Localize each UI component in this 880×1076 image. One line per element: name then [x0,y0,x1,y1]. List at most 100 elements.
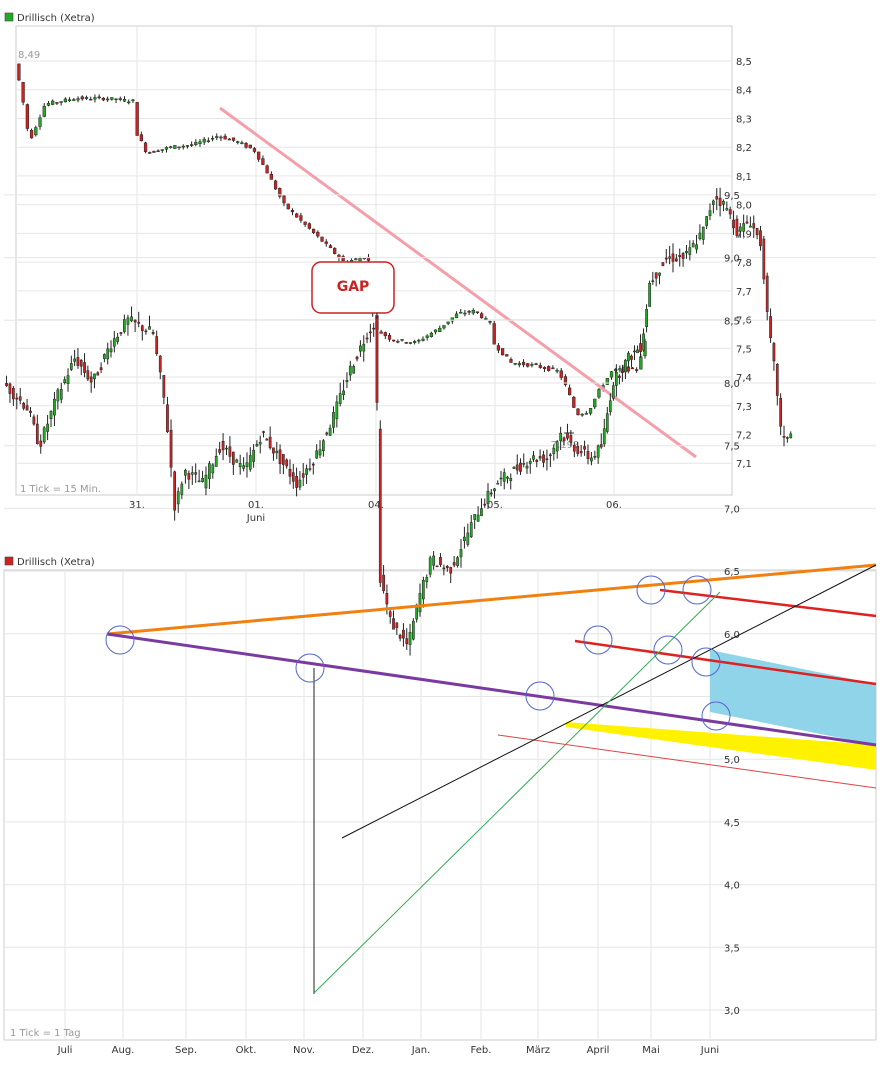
candle-top-body [605,378,609,385]
candle-top-body [484,318,488,320]
legend-swatch-top [4,12,14,22]
highlight-circle [701,701,731,731]
candle-bottom-body [445,566,449,569]
candle-top-body [67,99,72,101]
candle-bottom-body [116,336,119,342]
candle-bottom-body [538,456,542,459]
candle-top-body [89,98,93,101]
candle-bottom-body [569,435,573,443]
candle-bottom-body [235,459,239,463]
candle-bottom-body [231,451,235,465]
candle-bottom-body [722,200,725,205]
x-tick-sublabel-top: Juni [246,513,265,524]
candle-top-body [530,364,534,366]
tick-note-top: 1 Tick = 15 Min. [20,484,101,495]
candle-bottom-body [144,330,148,333]
candle-bottom-body [596,445,600,458]
candle-bottom-body [184,470,187,476]
candle-top-body [408,342,413,344]
candle-bottom-body [572,445,576,452]
candle-top-body [164,147,169,150]
candle-top-body [252,148,257,152]
candle-bottom-body [630,355,633,360]
candle-bottom-body [291,472,295,482]
candle-bottom-body [272,447,275,454]
candle-bottom-body [63,379,67,384]
candle-bottom-body [452,562,456,566]
candle-bottom-body [555,441,559,452]
candle-bottom-body [315,450,319,459]
candle-bottom-body [762,238,766,280]
candle-bottom-body [515,464,519,471]
candle-bottom-body [342,390,345,395]
candle-bottom-body [335,401,339,420]
x-tick-label-bottom: Juli [57,1045,73,1056]
candle-top-body [244,142,248,148]
candle-top-body [231,137,236,141]
candle-bottom-body [148,326,151,330]
candle-top-body [219,136,223,139]
candle-bottom-body [338,393,342,404]
candle-bottom-body [79,359,83,367]
candle-bottom-body [645,309,648,327]
candle-bottom-body [489,492,493,495]
y-tick-label-bottom: 6,5 [724,567,740,578]
plot-area-bottom [3,569,877,1041]
candle-bottom-body [549,454,552,457]
candle-bottom-body [435,565,439,568]
candle-bottom-body [221,441,225,451]
candle-bottom-body [322,440,325,451]
candle-top-body [38,117,42,127]
chart-title-bottom: Drillisch (Xetra) [17,557,95,568]
candle-top-body [446,321,450,324]
candle-top-body [169,146,173,148]
y-tick-label-top: 7,3 [736,402,752,413]
candle-bottom-body [496,482,500,485]
candle-top-body [400,339,404,341]
x-tick-label-bottom: März [526,1045,550,1056]
candle-top-body [311,228,316,233]
candle-bottom-body [325,432,329,435]
candle-bottom-body [789,433,793,439]
candle-bottom-body [8,383,12,394]
candle-bottom-body [328,427,332,436]
y-tick-label-top: 7,8 [736,258,752,269]
candle-bottom-body [715,196,719,200]
y-tick-label-bottom: 7,5 [724,442,740,453]
candle-bottom-body [158,355,162,373]
candle-bottom-body [675,258,678,262]
candle-bottom-body [99,367,103,371]
candle-top-body [467,311,471,313]
candle-bottom-body [608,400,612,412]
candle-bottom-body [755,228,759,236]
gap-box [311,261,395,314]
candle-top-body [417,339,421,342]
candle-bottom-body [109,348,113,353]
candle-top-body [118,98,122,100]
candle-top-body [639,356,643,370]
candle-top-body [278,188,282,197]
candle-bottom-body [238,463,242,468]
x-tick-label-bottom: Sep. [175,1045,197,1056]
y-tick-label-bottom: 8,0 [724,379,740,390]
candle-bottom-body [208,463,211,480]
y-tick-label-bottom: 4,5 [724,818,740,829]
candle-bottom-body [255,444,259,447]
candle-bottom-body [695,244,698,250]
candle-bottom-body [275,450,279,454]
candle-bottom-body [169,429,173,468]
candle-bottom-body [103,354,106,359]
candle-bottom-body [5,383,8,387]
candle-bottom-body [775,364,779,396]
candle-bottom-body [151,332,155,334]
candle-bottom-body [671,253,675,262]
candle-bottom-body [245,462,249,468]
x-tick-label-bottom: April [587,1045,610,1056]
candle-top-body [299,215,303,221]
candle-bottom-body [305,468,308,475]
y-tick-label-bottom: 3,5 [724,943,740,954]
candle-top-body [261,158,265,165]
candle-bottom-body [112,338,116,347]
candle-top-body [387,335,392,340]
y-tick-label-bottom: 9,0 [724,254,740,265]
